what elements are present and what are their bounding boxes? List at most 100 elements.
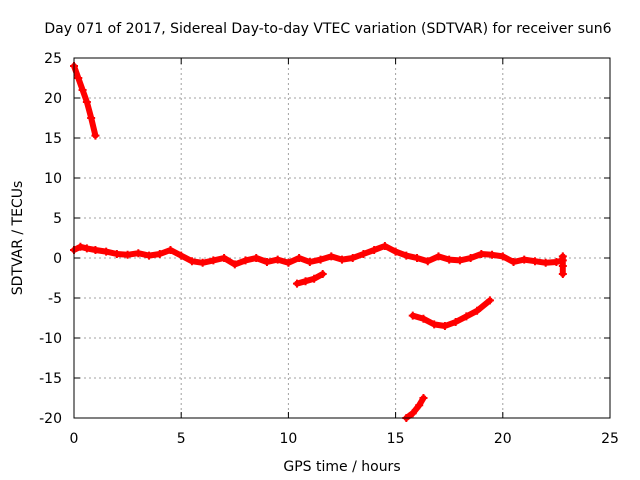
data-point xyxy=(558,270,567,278)
x-tick-label: 10 xyxy=(279,431,297,447)
data-point xyxy=(284,258,293,267)
data-point xyxy=(359,250,368,258)
y-tick-label: 5 xyxy=(53,211,62,227)
data-point xyxy=(292,279,301,288)
data-point xyxy=(423,257,432,266)
data-point xyxy=(451,318,460,326)
data-point xyxy=(488,250,497,259)
series-early-descent xyxy=(70,62,100,140)
data-point xyxy=(440,322,449,330)
data-point xyxy=(74,74,83,82)
data-point xyxy=(220,254,229,262)
y-tick-label: 10 xyxy=(44,171,62,187)
x-tick-label: 25 xyxy=(601,431,619,447)
data-point xyxy=(301,277,310,286)
tick-labels: 0 5 10 15 20 25 -20 -15 -10 -5 0 5 10 15 20 25 xyxy=(39,51,619,447)
data-point xyxy=(370,246,379,254)
data-point xyxy=(155,250,164,258)
x-tick-label: 20 xyxy=(494,431,512,447)
data-point xyxy=(413,254,422,262)
data-point xyxy=(82,244,91,253)
data-point xyxy=(415,401,424,410)
data-point xyxy=(112,250,121,258)
x-axis-label: GPS time / hours xyxy=(283,459,400,475)
data-point xyxy=(327,252,336,261)
data-point xyxy=(520,255,529,264)
series-arc-10-12 xyxy=(292,270,327,288)
data-point xyxy=(477,250,486,258)
series-main-band xyxy=(70,242,567,269)
data-point xyxy=(485,296,494,305)
plot-frame xyxy=(73,57,611,419)
series-dip-16-19 xyxy=(408,296,494,330)
series-line xyxy=(403,395,427,421)
data-point xyxy=(241,256,250,265)
data-point xyxy=(530,257,539,266)
data-point xyxy=(310,274,319,283)
data-point xyxy=(419,314,428,323)
y-tick-label: 20 xyxy=(44,91,62,107)
data-point xyxy=(198,258,207,267)
data-point xyxy=(102,247,111,256)
data-point xyxy=(402,251,411,260)
data-point xyxy=(338,255,346,264)
data-point xyxy=(455,256,464,265)
data-point xyxy=(498,252,507,261)
data-point xyxy=(408,311,417,320)
data-point xyxy=(78,86,87,94)
y-tick-label: -20 xyxy=(39,411,62,427)
data-point xyxy=(305,258,314,266)
data-point xyxy=(91,246,100,254)
y-tick-label: 25 xyxy=(44,51,62,67)
x-tick-label: 0 xyxy=(70,431,79,447)
data-point xyxy=(434,252,443,261)
data-point xyxy=(82,98,91,106)
data-point xyxy=(230,260,239,269)
series-line xyxy=(294,271,326,287)
y-tick-label: -10 xyxy=(39,331,62,347)
data-point xyxy=(408,409,417,418)
data-point xyxy=(318,270,327,278)
data-point xyxy=(541,258,550,267)
series-edge-ticks xyxy=(558,252,567,278)
data-point xyxy=(91,131,100,140)
data-point xyxy=(473,306,482,315)
data-point xyxy=(87,114,96,122)
data-point xyxy=(509,258,518,266)
data-point xyxy=(552,258,561,266)
data-point xyxy=(466,254,475,262)
data-point xyxy=(348,254,357,262)
y-tick-label: 0 xyxy=(53,251,62,267)
data-point xyxy=(187,257,196,266)
data-point xyxy=(558,252,567,261)
data-point xyxy=(252,254,261,262)
data-point xyxy=(558,262,567,270)
data-point xyxy=(166,246,175,254)
data-point xyxy=(391,247,400,256)
data-point xyxy=(134,249,143,258)
y-tick-label: 15 xyxy=(44,131,62,147)
x-tick-label: 15 xyxy=(387,431,405,447)
data-point xyxy=(380,242,389,250)
data-point xyxy=(262,258,271,266)
data-point xyxy=(123,250,132,259)
y-tick-label: -5 xyxy=(48,291,62,307)
x-tick-label: 5 xyxy=(177,431,186,447)
data-point xyxy=(145,251,154,260)
data-point xyxy=(209,256,218,265)
data-point xyxy=(76,242,85,251)
data-points xyxy=(70,62,567,422)
y-tick-label: -15 xyxy=(39,371,62,387)
data-point xyxy=(419,394,428,402)
chart-title: Day 071 of 2017, Sidereal Day-to-day VTE… xyxy=(44,21,611,37)
data-point xyxy=(316,255,325,264)
data-point xyxy=(273,255,282,264)
data-point xyxy=(177,251,186,260)
y-axis-label: SDTVAR / TECUs xyxy=(10,181,26,296)
data-point xyxy=(445,255,454,264)
data-point xyxy=(295,254,304,262)
data-point xyxy=(462,312,471,321)
data-point xyxy=(430,320,439,329)
